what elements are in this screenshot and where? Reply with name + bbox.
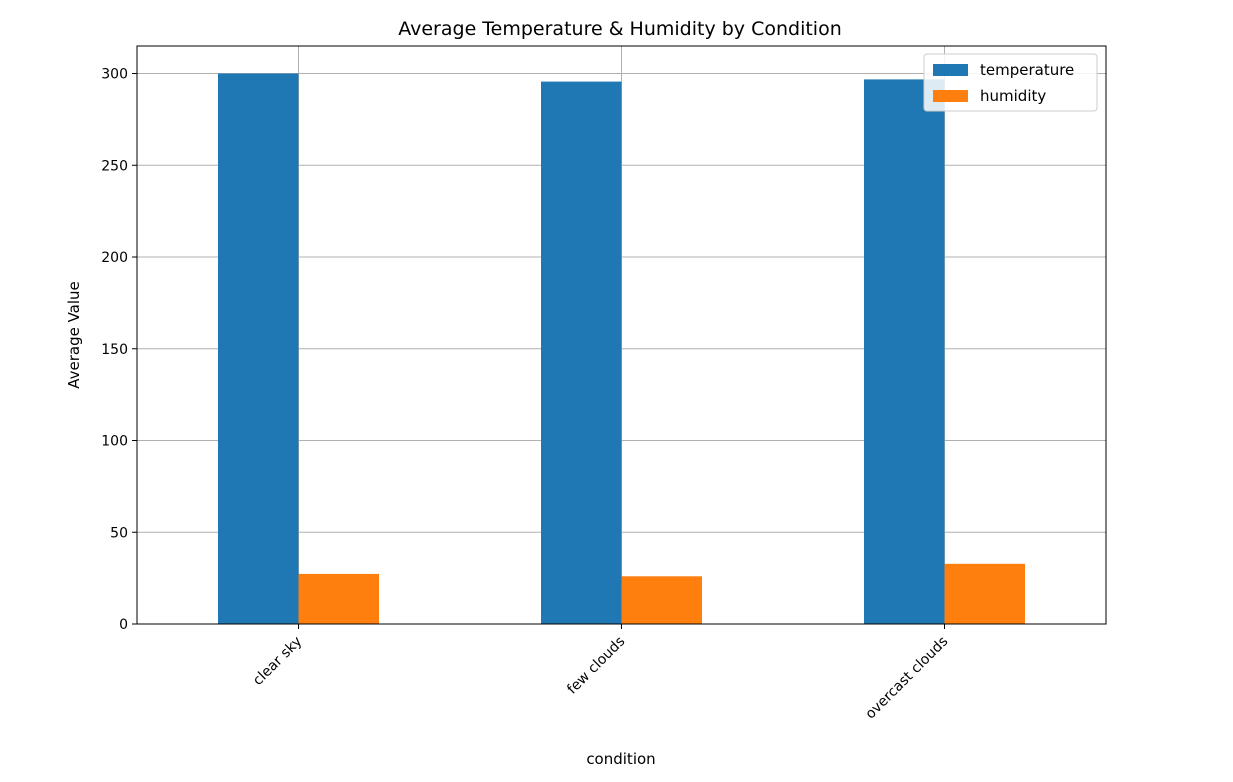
y-axis-title: Average Value — [65, 281, 83, 389]
x-tick-label: few clouds — [564, 634, 628, 698]
x-tick-label: clear sky — [250, 634, 305, 689]
bar-temperature-overcast-clouds — [864, 79, 945, 624]
bar-humidity-overcast-clouds — [944, 563, 1025, 624]
chart-title: Average Temperature & Humidity by Condit… — [398, 18, 842, 40]
y-tick-label: 150 — [101, 342, 128, 358]
legend-swatch-humidity — [933, 90, 968, 102]
legend-label-temperature: temperature — [980, 61, 1074, 79]
y-tick-label: 50 — [110, 525, 128, 541]
legend-swatch-temperature — [933, 64, 968, 76]
bar-humidity-clear-sky — [298, 573, 379, 624]
y-axis: 0 50 100 150 200 250 300 — [101, 67, 137, 633]
y-tick-label: 250 — [101, 158, 128, 174]
bars — [218, 73, 1025, 625]
x-axis: clear sky few clouds overcast clouds — [250, 624, 951, 722]
bar-humidity-few-clouds — [621, 576, 702, 624]
x-tick-label: overcast clouds — [862, 634, 951, 723]
legend: temperature humidity — [923, 53, 1098, 112]
bar-temperature-clear-sky — [218, 73, 299, 625]
y-tick-label: 0 — [119, 617, 128, 633]
y-tick-label: 200 — [101, 250, 128, 266]
legend-label-humidity: humidity — [980, 87, 1046, 105]
bar-temperature-few-clouds — [541, 81, 622, 624]
y-tick-label: 100 — [101, 434, 128, 450]
y-tick-label: 300 — [101, 67, 128, 83]
x-axis-title: condition — [586, 750, 655, 768]
